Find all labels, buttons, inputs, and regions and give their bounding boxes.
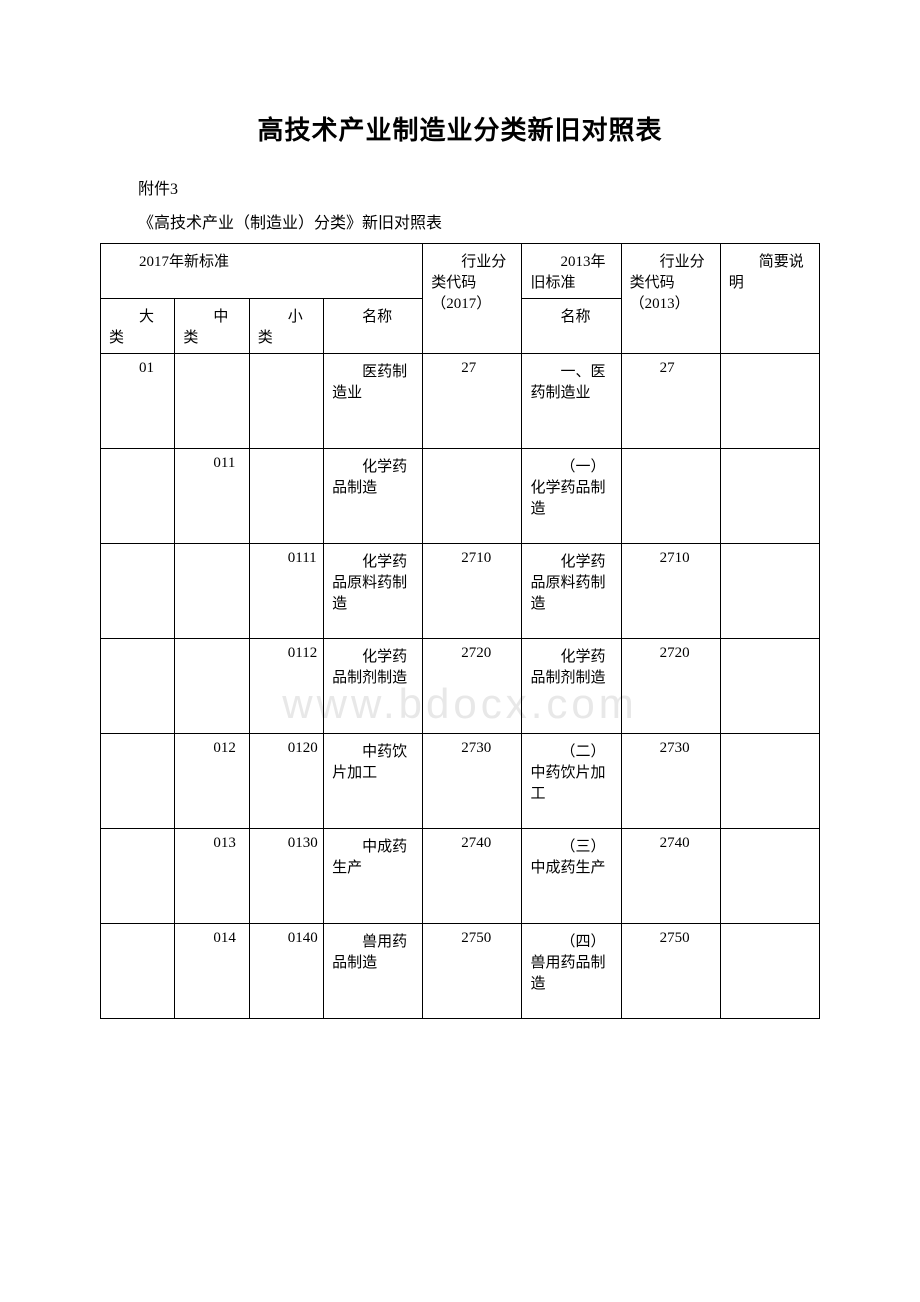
cell-code2017: 2730 [423,734,522,829]
cell-note [720,829,819,924]
page-title: 高技术产业制造业分类新旧对照表 [100,110,820,147]
cell-oldname: （二）中药饮片加工 [522,734,621,829]
cell-sub [249,449,323,544]
cell-sub: 0140 [249,924,323,1019]
cell-code2017: 2710 [423,544,522,639]
header-code-2013: 行业分类代码（2013） [621,244,720,354]
header-row-1: 2017年新标准 行业分类代码（2017） 2013年旧标准 行业分类代码（20… [101,244,820,299]
table-row: 0112 化学药品制剂制造 2720 化学药品制剂制造 2720 [101,639,820,734]
table-row: 012 0120 中药饮片加工 2730 （二）中药饮片加工 2730 [101,734,820,829]
cell-main [101,734,175,829]
cell-note [720,544,819,639]
cell-mid: 013 [175,829,249,924]
cell-main [101,639,175,734]
cell-main [101,449,175,544]
cell-code2013: 2730 [621,734,720,829]
cell-name: 化学药品制剂制造 [324,639,423,734]
header-name: 名称 [324,299,423,354]
cell-oldname: 化学药品原料药制造 [522,544,621,639]
cell-main [101,829,175,924]
table-row: 014 0140 兽用药品制造 2750 （四）兽用药品制造 2750 [101,924,820,1019]
header-mid-cat: 中类 [175,299,249,354]
cell-code2013: 2750 [621,924,720,1019]
cell-mid: 012 [175,734,249,829]
cell-oldname: 化学药品制剂制造 [522,639,621,734]
table-row: 011 化学药品制造 （一）化学药品制造 [101,449,820,544]
cell-note [720,354,819,449]
table-row: 0111 化学药品原料药制造 2710 化学药品原料药制造 2710 [101,544,820,639]
cell-code2013: 27 [621,354,720,449]
classification-table: 2017年新标准 行业分类代码（2017） 2013年旧标准 行业分类代码（20… [100,243,820,1019]
cell-code2017: 27 [423,354,522,449]
header-note: 简要说明 [720,244,819,354]
cell-name: 医药制造业 [324,354,423,449]
cell-main [101,924,175,1019]
cell-mid: 014 [175,924,249,1019]
cell-oldname: 一、医药制造业 [522,354,621,449]
cell-code2017 [423,449,522,544]
cell-sub [249,354,323,449]
header-main-cat: 大类 [101,299,175,354]
cell-main: 01 [101,354,175,449]
subtitle: 《高技术产业（制造业）分类》新旧对照表 [138,209,820,233]
header-sub-cat: 小类 [249,299,323,354]
cell-mid [175,544,249,639]
cell-note [720,734,819,829]
header-old-name: 名称 [522,299,621,354]
header-old-std: 2013年旧标准 [522,244,621,299]
cell-sub: 0111 [249,544,323,639]
table-row: 013 0130 中成药生产 2740 （三）中成药生产 2740 [101,829,820,924]
cell-code2013: 2710 [621,544,720,639]
cell-mid [175,639,249,734]
header-code-2017: 行业分类代码（2017） [423,244,522,354]
cell-note [720,924,819,1019]
cell-note [720,449,819,544]
cell-code2017: 2750 [423,924,522,1019]
cell-note [720,639,819,734]
cell-code2017: 2740 [423,829,522,924]
cell-oldname: （三）中成药生产 [522,829,621,924]
cell-main [101,544,175,639]
attachment-label: 附件3 [138,175,820,199]
cell-oldname: （一）化学药品制造 [522,449,621,544]
cell-name: 中药饮片加工 [324,734,423,829]
cell-mid [175,354,249,449]
cell-name: 中成药生产 [324,829,423,924]
cell-oldname: （四）兽用药品制造 [522,924,621,1019]
cell-code2013: 2740 [621,829,720,924]
cell-name: 化学药品制造 [324,449,423,544]
cell-sub: 0130 [249,829,323,924]
cell-name: 兽用药品制造 [324,924,423,1019]
cell-sub: 0120 [249,734,323,829]
cell-mid: 011 [175,449,249,544]
cell-code2013: 2720 [621,639,720,734]
header-new-std: 2017年新标准 [101,244,423,299]
cell-name: 化学药品原料药制造 [324,544,423,639]
table-row: 01 医药制造业 27 一、医药制造业 27 [101,354,820,449]
cell-code2013 [621,449,720,544]
cell-code2017: 2720 [423,639,522,734]
cell-sub: 0112 [249,639,323,734]
